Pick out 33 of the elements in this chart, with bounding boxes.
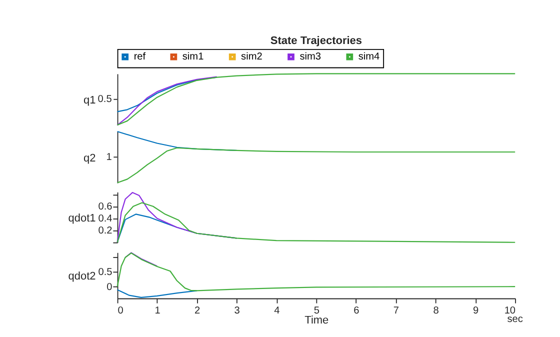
y-axis-title: qdot1 xyxy=(68,212,96,224)
x-tick-label: 4 xyxy=(274,305,280,316)
y-tick-label: 0.2 xyxy=(98,226,113,237)
x-tick-label: 2 xyxy=(194,305,201,316)
x-tick-label: 0 xyxy=(118,305,124,316)
legend-label: sim1 xyxy=(182,52,204,63)
x-tick-label: 3 xyxy=(234,305,240,316)
text: sec xyxy=(507,314,523,326)
y-axis-title: q2 xyxy=(84,152,96,164)
legend-label: sim4 xyxy=(358,52,380,63)
line-series xyxy=(124,252,158,267)
text: 1 xyxy=(106,152,112,163)
x-tick-label: 1 xyxy=(154,305,161,316)
y-tick-label: 0 xyxy=(106,282,113,293)
x-tick-label: 5 xyxy=(314,305,320,316)
y-tick-label: 0.6 xyxy=(98,202,113,213)
legend-label: sim3 xyxy=(300,52,322,63)
y-axis-title: q1 xyxy=(84,94,96,107)
y-tick-label: 0.5 xyxy=(98,267,113,278)
legend-label: ref xyxy=(134,52,146,63)
line-series xyxy=(116,252,516,292)
x-tick-label: 10 xyxy=(504,305,516,316)
line-series xyxy=(116,289,198,298)
y-axis-title: qdot2 xyxy=(68,270,96,282)
x-axis-title: Time xyxy=(304,314,329,326)
y-tick-label: 0.4 xyxy=(98,214,113,225)
x-tick-label: 6 xyxy=(354,305,360,316)
chart-title: State Trajectories xyxy=(270,34,362,47)
x-tick-label: 7 xyxy=(393,305,400,316)
legend-label: sim2 xyxy=(241,52,263,63)
line-series xyxy=(116,202,516,243)
x-tick-label: 8 xyxy=(433,305,440,316)
x-tick-label: 9 xyxy=(472,305,479,316)
